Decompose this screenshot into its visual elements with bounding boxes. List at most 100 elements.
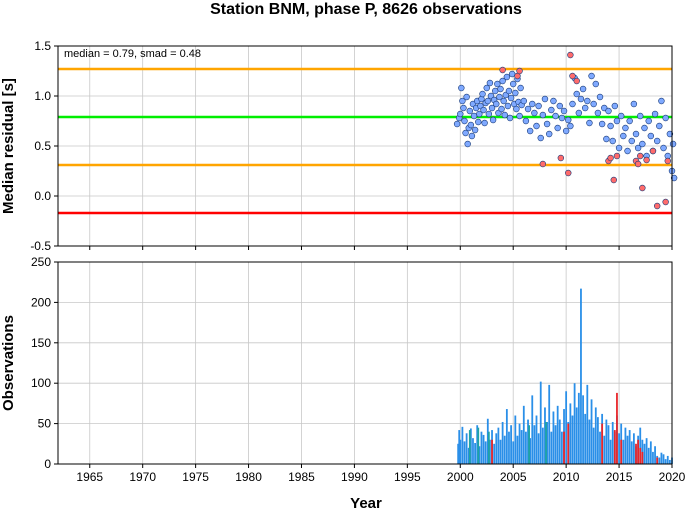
residual-point bbox=[533, 122, 540, 130]
chart-title: Station BNM, phase P, 8626 observations bbox=[210, 1, 522, 18]
residual-point bbox=[512, 89, 519, 97]
residual-point bbox=[573, 77, 580, 85]
residual-point bbox=[483, 84, 490, 92]
bottom-y-tick-label: 250 bbox=[31, 255, 51, 269]
residual-point bbox=[506, 114, 514, 122]
residual-point bbox=[508, 70, 516, 78]
reference-lines bbox=[58, 67, 672, 215]
residual-point bbox=[499, 77, 506, 85]
residual-point bbox=[569, 72, 576, 80]
residual-point bbox=[603, 135, 610, 143]
residual-point bbox=[586, 119, 593, 127]
residual-point bbox=[468, 132, 476, 140]
residual-point bbox=[462, 129, 469, 137]
residual-point bbox=[496, 93, 503, 101]
residual-point bbox=[460, 104, 467, 112]
bottom-y-tick-label: 150 bbox=[31, 336, 51, 350]
residual-point bbox=[596, 93, 604, 101]
residual-point bbox=[634, 160, 642, 168]
residual-point bbox=[541, 95, 549, 103]
bottom-panel-background bbox=[58, 262, 672, 464]
residual-point bbox=[524, 105, 532, 113]
residual-point bbox=[548, 106, 555, 114]
residual-point bbox=[516, 67, 523, 75]
residual-point bbox=[573, 90, 580, 98]
residual-point bbox=[550, 97, 557, 105]
x-tick-label: 2000 bbox=[447, 470, 474, 484]
residual-point bbox=[662, 198, 669, 206]
residual-point bbox=[507, 94, 515, 102]
top-y-axis-label: Median residual [s] bbox=[0, 78, 17, 214]
residual-point bbox=[641, 124, 648, 132]
residual-point bbox=[543, 120, 551, 128]
residual-point bbox=[594, 109, 602, 117]
residual-point bbox=[562, 127, 570, 135]
residual-point bbox=[613, 117, 621, 125]
residual-point bbox=[492, 87, 499, 95]
residual-point bbox=[565, 116, 572, 124]
residual-point bbox=[505, 87, 513, 95]
x-ticks: 1965 1970 1975 1980 1985 1990 1995 2000 2005 2010… bbox=[76, 246, 686, 484]
residual-point bbox=[458, 84, 465, 92]
x-tick-label: 1970 bbox=[129, 470, 156, 484]
residual-point bbox=[666, 130, 674, 138]
residual-point bbox=[486, 79, 494, 87]
residual-point bbox=[651, 110, 659, 118]
residual-point bbox=[645, 117, 652, 125]
residual-point bbox=[653, 202, 661, 210]
residual-point bbox=[565, 169, 572, 177]
residual-point bbox=[613, 152, 621, 160]
residual-point bbox=[620, 132, 627, 140]
residual-point bbox=[590, 100, 597, 108]
x-tick-label: 1990 bbox=[341, 470, 368, 484]
residual-point bbox=[457, 110, 464, 118]
residual-point bbox=[630, 100, 638, 108]
x-tick-label: 1995 bbox=[394, 470, 421, 484]
residual-point bbox=[605, 107, 612, 115]
x-tick-label: 1980 bbox=[235, 470, 262, 484]
top-y-tick-label: 0.5 bbox=[34, 139, 51, 153]
bottom-grid bbox=[58, 262, 672, 464]
residual-point bbox=[669, 140, 677, 148]
residual-point bbox=[647, 132, 655, 140]
residual-point bbox=[522, 117, 530, 125]
residual-point bbox=[461, 117, 468, 125]
residual-point bbox=[610, 176, 617, 184]
residual-point bbox=[628, 137, 635, 145]
residual-point bbox=[617, 112, 625, 120]
residual-point bbox=[609, 137, 616, 145]
residual-point bbox=[489, 116, 497, 124]
residual-point bbox=[567, 51, 574, 59]
residual-point bbox=[579, 85, 587, 93]
residual-point bbox=[475, 118, 482, 126]
residual-point bbox=[557, 154, 565, 162]
residual-point bbox=[662, 114, 669, 122]
residual-point bbox=[485, 110, 493, 118]
residual-point bbox=[471, 126, 479, 134]
residual-point bbox=[592, 80, 599, 88]
residual-point bbox=[526, 127, 534, 135]
residual-point bbox=[632, 130, 640, 138]
residual-point bbox=[493, 100, 500, 108]
residual-point bbox=[569, 100, 576, 108]
residual-point bbox=[513, 105, 520, 113]
residual-point bbox=[634, 144, 642, 152]
bottom-panel-frame bbox=[57, 261, 673, 465]
residual-point bbox=[637, 112, 644, 120]
residual-point bbox=[656, 122, 663, 130]
residual-point bbox=[537, 134, 544, 142]
residual-point bbox=[611, 102, 619, 110]
residual-point bbox=[464, 140, 471, 148]
residual-point bbox=[575, 109, 583, 117]
residual-point bbox=[531, 109, 538, 117]
residual-point bbox=[539, 160, 547, 168]
x-tick-label: 2005 bbox=[500, 470, 527, 484]
top-y-tick-label: 1.0 bbox=[34, 89, 51, 103]
residual-point bbox=[556, 102, 563, 110]
residual-point bbox=[539, 111, 547, 119]
residual-point bbox=[459, 97, 466, 105]
residual-point bbox=[558, 114, 566, 122]
residual-point bbox=[607, 122, 614, 130]
residual-point bbox=[664, 157, 671, 165]
residual-point bbox=[584, 97, 591, 105]
